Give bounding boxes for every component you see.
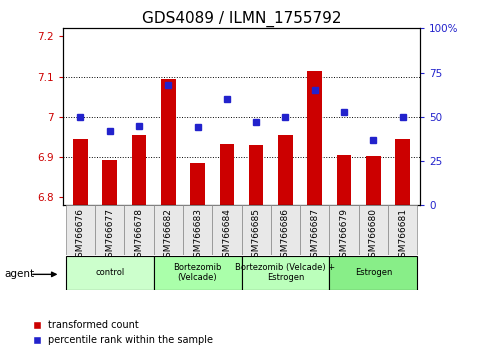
Text: GSM766684: GSM766684 <box>222 208 231 263</box>
Text: GSM766678: GSM766678 <box>134 208 143 263</box>
FancyBboxPatch shape <box>271 205 300 255</box>
FancyBboxPatch shape <box>212 205 242 255</box>
Title: GDS4089 / ILMN_1755792: GDS4089 / ILMN_1755792 <box>142 11 341 27</box>
FancyBboxPatch shape <box>154 205 183 255</box>
Bar <box>249 145 263 205</box>
Text: Bortezomib (Velcade) +
Estrogen: Bortezomib (Velcade) + Estrogen <box>235 263 336 282</box>
Text: GSM766686: GSM766686 <box>281 208 290 263</box>
FancyBboxPatch shape <box>66 205 95 255</box>
FancyBboxPatch shape <box>242 256 329 290</box>
Text: GSM766676: GSM766676 <box>76 208 85 263</box>
Bar <box>395 139 410 205</box>
Text: GSM766687: GSM766687 <box>310 208 319 263</box>
FancyBboxPatch shape <box>66 256 154 290</box>
Bar <box>102 160 117 205</box>
FancyBboxPatch shape <box>359 205 388 255</box>
FancyBboxPatch shape <box>154 256 242 290</box>
FancyBboxPatch shape <box>329 205 359 255</box>
Bar <box>366 156 381 205</box>
Text: Bortezomib
(Velcade): Bortezomib (Velcade) <box>173 263 222 282</box>
Bar <box>220 144 234 205</box>
Text: GSM766685: GSM766685 <box>252 208 261 263</box>
FancyBboxPatch shape <box>242 205 271 255</box>
Text: control: control <box>95 268 124 277</box>
FancyBboxPatch shape <box>95 205 124 255</box>
Text: Estrogen: Estrogen <box>355 268 392 277</box>
FancyBboxPatch shape <box>388 205 417 255</box>
Bar <box>278 135 293 205</box>
Text: GSM766677: GSM766677 <box>105 208 114 263</box>
Text: GSM766679: GSM766679 <box>340 208 349 263</box>
Legend: transformed count, percentile rank within the sample: transformed count, percentile rank withi… <box>29 316 217 349</box>
FancyBboxPatch shape <box>124 205 154 255</box>
Bar <box>161 79 176 205</box>
Text: agent: agent <box>5 269 35 279</box>
Bar <box>307 70 322 205</box>
Text: GSM766683: GSM766683 <box>193 208 202 263</box>
FancyBboxPatch shape <box>300 205 329 255</box>
Text: GSM766680: GSM766680 <box>369 208 378 263</box>
Bar <box>190 163 205 205</box>
Text: GSM766682: GSM766682 <box>164 208 173 263</box>
FancyBboxPatch shape <box>329 256 417 290</box>
Bar <box>73 139 88 205</box>
Text: GSM766681: GSM766681 <box>398 208 407 263</box>
Bar <box>337 155 351 205</box>
FancyBboxPatch shape <box>183 205 212 255</box>
Bar <box>132 135 146 205</box>
